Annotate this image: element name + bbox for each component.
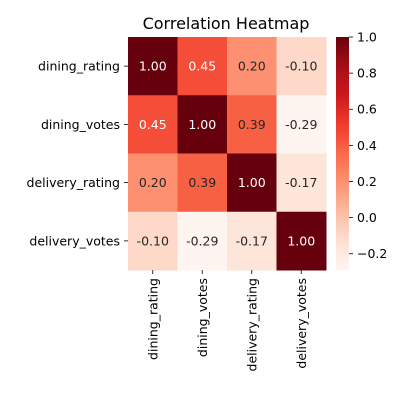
cell-value-label: -0.10: [285, 59, 317, 74]
colorbar-tick-label: 0.0: [357, 210, 377, 225]
cell-value-label: 0.20: [238, 59, 266, 74]
cell-value-label: -0.29: [285, 117, 317, 132]
x-tick-label: delivery_rating: [244, 278, 259, 371]
cell-value-label: 0.39: [188, 175, 216, 190]
cell-value-label: -0.29: [186, 233, 218, 248]
cell-value-label: -0.17: [285, 175, 317, 190]
colorbar-tick-label: 0.2: [357, 174, 377, 189]
cell-value-label: -0.17: [236, 233, 268, 248]
y-tick-label: dining_rating: [38, 59, 120, 74]
y-tick-label: delivery_votes: [29, 233, 120, 248]
heatmap-cells: 1.00 0.45 0.20 -0.10 0.45 1.00 0.39 -0.29 0.20 0.…: [128, 37, 327, 271]
cell-value-label: 1.00: [188, 117, 216, 132]
cell-value-label: 0.45: [188, 59, 216, 74]
colorbar-tick-label: −0.2: [357, 246, 387, 261]
colorbar-tick-label: 0.6: [357, 102, 377, 117]
cell-value-label: 0.20: [139, 175, 167, 190]
x-tick-label: dining_votes: [195, 278, 210, 357]
colorbar-gradient: [336, 37, 349, 270]
cell-value-label: 0.39: [238, 117, 266, 132]
colorbar: −0.2 0.0 0.2 0.4 0.6 0.8 1.0: [336, 30, 387, 271]
y-tick-label: dining_votes: [41, 117, 120, 132]
cell-value-label: 1.00: [287, 233, 315, 248]
colorbar-tick-label: 0.4: [357, 138, 377, 153]
cell-value-label: 1.00: [238, 175, 266, 190]
cell-value-label: 1.00: [139, 59, 167, 74]
cell-value-label: 0.45: [139, 117, 167, 132]
y-tick-label: delivery_rating: [27, 175, 120, 190]
x-tick-label: delivery_votes: [294, 278, 309, 369]
x-tick-label: dining_rating: [145, 278, 160, 360]
chart-title: Correlation Heatmap: [143, 14, 310, 33]
cell-value-label: -0.10: [137, 233, 169, 248]
colorbar-tick-label: 1.0: [357, 30, 377, 45]
colorbar-tick-label: 0.8: [357, 66, 377, 81]
y-axis-tick-labels: dining_rating dining_votes delivery_rating…: [27, 59, 128, 249]
x-axis-tick-labels: dining_rating dining_votes delivery_rating…: [145, 270, 309, 371]
